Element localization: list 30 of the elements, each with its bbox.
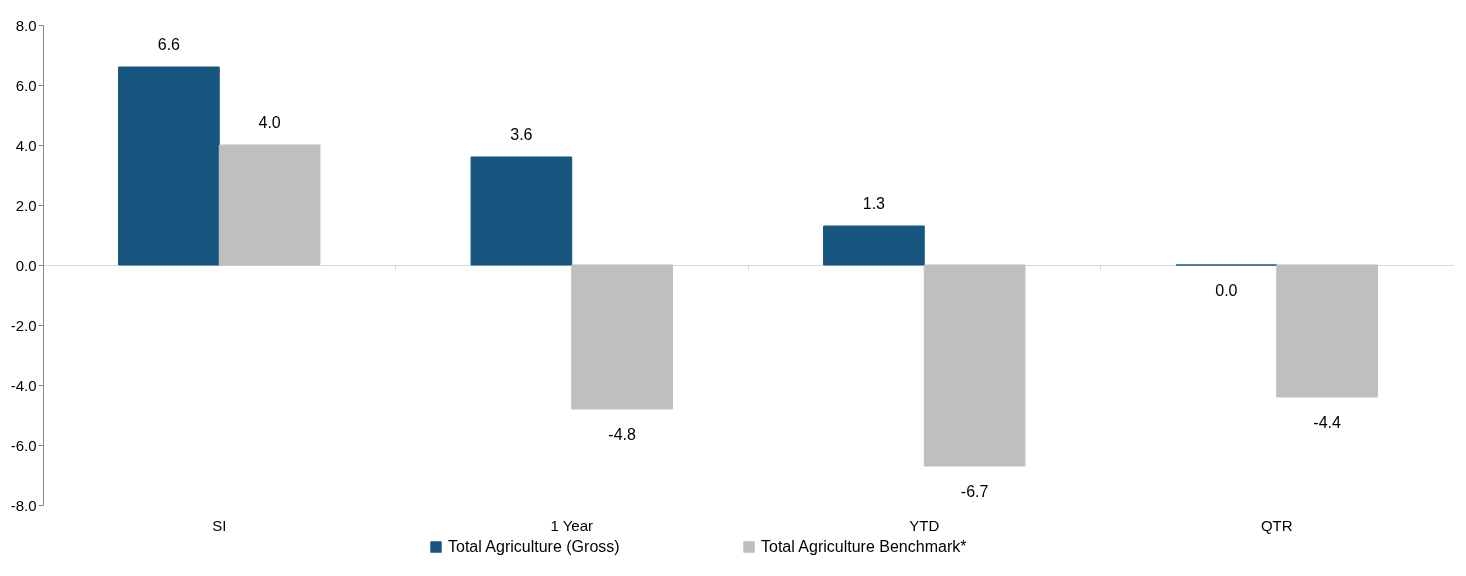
data-label: 6.6	[157, 36, 181, 53]
x-tick-label: 1 Year	[550, 516, 594, 534]
y-tick-label: -6.0	[10, 436, 37, 454]
y-tick-label: 0.0	[15, 256, 37, 274]
x-tick-label: QTR	[1260, 516, 1293, 534]
data-label: -4.8	[608, 426, 636, 443]
data-label: -6.7	[960, 483, 989, 500]
bar	[218, 144, 321, 266]
data-label: -4.4	[1313, 414, 1341, 431]
y-tick-label: 4.0	[15, 136, 37, 154]
x-tick-label: YTD	[909, 516, 940, 534]
y-tick-label: -4.0	[10, 376, 37, 394]
x-tick-label: SI	[212, 516, 227, 534]
bar	[923, 264, 1026, 467]
bar	[571, 264, 673, 410]
bar	[1276, 264, 1378, 398]
data-label: 3.6	[510, 126, 533, 143]
y-tick-label: 2.0	[15, 196, 37, 214]
y-tick-label: 8.0	[15, 16, 37, 34]
y-tick-label: -8.0	[10, 496, 37, 514]
y-tick-label: -2.0	[10, 316, 37, 334]
bar	[118, 66, 220, 266]
data-label: 0.0	[1215, 282, 1238, 299]
legend-label: Total Agriculture Benchmark*	[761, 538, 967, 555]
data-label: 1.3	[862, 195, 886, 212]
legend-label: Total Agriculture (Gross)	[448, 538, 620, 555]
data-label: 4.0	[258, 114, 281, 131]
bar	[823, 225, 925, 266]
bar	[470, 156, 573, 266]
y-tick-label: 6.0	[15, 76, 37, 94]
